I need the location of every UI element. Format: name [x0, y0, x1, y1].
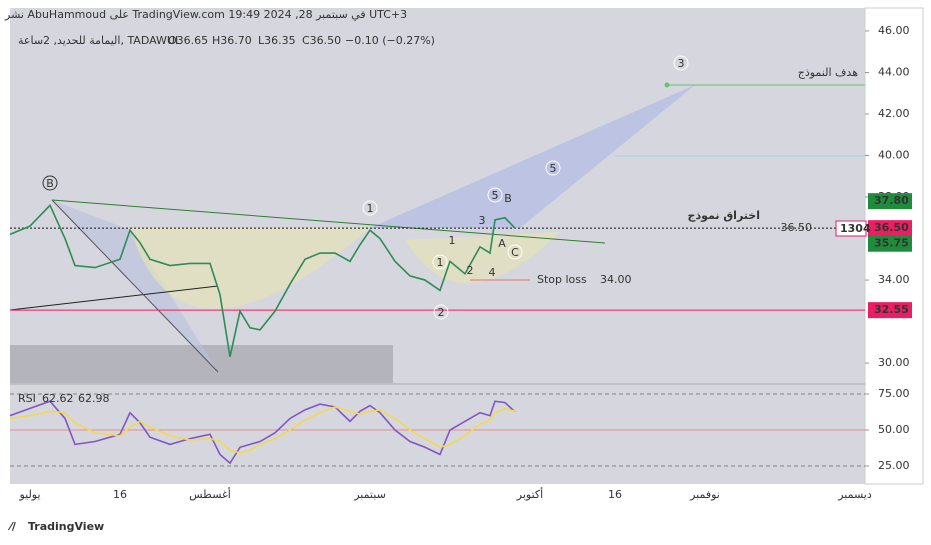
handle-pattern [405, 232, 560, 284]
wave-circle [545, 160, 561, 176]
projection [370, 85, 695, 228]
legend-item: 62.98 [78, 392, 110, 405]
wave-circle [487, 187, 503, 203]
wave-circle [432, 254, 448, 270]
wave-circle [507, 244, 523, 260]
x-tick-label: نوفمبر [689, 488, 720, 501]
annotation: هدف النموذج [798, 66, 858, 79]
wave-circle [433, 304, 449, 320]
series-line [9, 203, 516, 358]
series-line [9, 406, 516, 454]
annotation: 36.50 [781, 221, 813, 234]
x-tick-label: أكتوبر [516, 487, 543, 501]
wave-label: 1 [449, 234, 456, 247]
price-label-box [868, 220, 912, 237]
header-caption: نشر AbuHammoud على TradingView.com في سب… [4, 8, 407, 21]
price-label: 35.75 [874, 237, 909, 250]
volume-label: 1304 [840, 222, 871, 235]
x-tick-label: أغسطس [189, 487, 231, 501]
x-tick-label: ديسمبر [837, 488, 872, 501]
wave-circle [42, 175, 58, 191]
wave-label: 3 [678, 57, 685, 70]
legend-item: C36.50 [302, 34, 341, 47]
wave-label: 5 [492, 189, 499, 202]
target-point [664, 82, 670, 88]
pane-title: RSI [18, 392, 36, 405]
price-label-box [868, 302, 912, 319]
x-tick-label: يوليو [18, 488, 40, 501]
wave-label: 1 [437, 256, 444, 269]
y-tick-label: 42.00 [878, 107, 910, 120]
legend-item: 62.62 [42, 392, 74, 405]
symbol-title: اليمامة للحديد, 2ساعة, TADAWUL [18, 34, 182, 47]
price-label: 36.50 [874, 221, 909, 234]
y-tick-label: 34.00 [878, 273, 910, 286]
wave-label: 2 [467, 264, 474, 277]
volume-box [835, 220, 867, 237]
series-line [9, 400, 516, 465]
wave-label: 3 [479, 214, 486, 227]
x-tick-label: 16 [113, 488, 127, 501]
annotation: 34.00 [600, 273, 632, 286]
wave-circle [362, 200, 378, 216]
price-label-box [868, 235, 912, 252]
y-tick-label: 40.00 [878, 149, 910, 162]
trend-line [51, 199, 219, 373]
wave-label: 4 [489, 266, 496, 279]
y-tick-label: 75.00 [878, 387, 910, 400]
annotation: اختراق نموذج [688, 209, 760, 223]
legend-item: L36.35 [258, 34, 296, 47]
wave-label: 1 [367, 202, 374, 215]
legend-item: H36.70 [212, 34, 252, 47]
wave-label: 5 [550, 162, 557, 175]
y-tick-label: 44.00 [878, 65, 910, 78]
price-label-box [868, 193, 912, 210]
y-tick-label: 50.00 [878, 423, 910, 436]
price-label: 37.80 [874, 194, 909, 207]
trend-line [9, 285, 219, 311]
wave-label: A [498, 237, 506, 250]
wave-label: B [504, 192, 512, 205]
x-tick-label: سبتمبر [353, 488, 386, 501]
legend-item: O36.65 [168, 34, 208, 47]
legend-item: −0.10 (−0.27%) [345, 34, 435, 47]
wave-label: C [511, 246, 519, 259]
trend-line [51, 199, 606, 244]
y-tick-label: 25.00 [878, 459, 910, 472]
brand: TradingView [28, 520, 104, 533]
y-tick-label: 46.00 [878, 24, 910, 37]
wave-label: B [46, 177, 54, 190]
x-tick-label: 16 [608, 488, 622, 501]
brand-logo: ⁄/ [7, 520, 17, 533]
annotation: Stop loss [537, 273, 587, 286]
y-tick-label: 30.00 [878, 356, 910, 369]
wave-label: 2 [438, 306, 445, 319]
wave-circle [673, 55, 689, 71]
price-label: 32.55 [874, 303, 909, 316]
